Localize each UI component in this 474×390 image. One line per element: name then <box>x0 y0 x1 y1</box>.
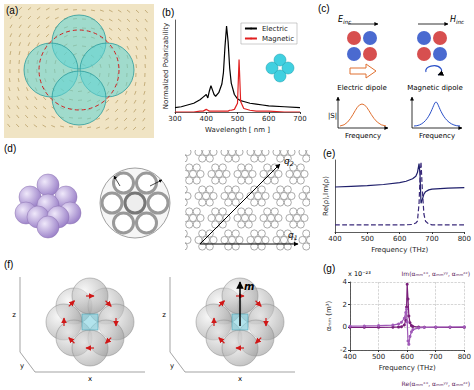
svg-text:x 10⁻²³: x 10⁻²³ <box>348 270 371 278</box>
svg-text:z: z <box>162 311 166 319</box>
svg-text:Electric dipole: Electric dipole <box>337 84 387 92</box>
svg-text:z: z <box>12 311 16 319</box>
svg-text:600: 600 <box>393 235 406 243</box>
svg-text:Re(ρ),Im(ρ): Re(ρ),Im(ρ) <box>322 176 330 216</box>
svg-text:Im(αₘₘˣˣ, αₘₘʸʸ, αₘₘᶻᶻ): Im(αₘₘˣˣ, αₘₘʸʸ, αₘₘᶻᶻ) <box>402 270 470 277</box>
svg-text:(f): (f) <box>4 259 13 270</box>
svg-text:Frequency (THz): Frequency (THz) <box>371 246 428 254</box>
svg-text:|S|: |S| <box>328 112 337 120</box>
svg-text:500: 500 <box>231 115 244 123</box>
svg-text:700: 700 <box>293 115 306 123</box>
svg-text:q2: q2 <box>284 156 294 167</box>
svg-text:2: 2 <box>343 301 347 309</box>
svg-text:600: 600 <box>262 115 275 123</box>
svg-text:Magnetic: Magnetic <box>262 35 294 43</box>
svg-text:4: 4 <box>343 278 348 286</box>
svg-text:(g): (g) <box>323 263 335 274</box>
svg-text:Hinc: Hinc <box>450 15 464 25</box>
svg-text:400: 400 <box>343 353 356 361</box>
svg-text:0: 0 <box>343 323 347 331</box>
svg-text:Frequency (THz): Frequency (THz) <box>379 364 436 372</box>
svg-text:(a): (a) <box>6 5 18 16</box>
svg-text:Electric: Electric <box>262 25 288 33</box>
svg-text:(e): (e) <box>323 148 335 159</box>
svg-text:500: 500 <box>361 235 374 243</box>
svg-text:x: x <box>88 375 92 383</box>
svg-text:700: 700 <box>429 353 442 361</box>
svg-text:y: y <box>170 362 174 370</box>
svg-text:Frequency: Frequency <box>345 132 381 140</box>
svg-text:(c): (c) <box>318 3 330 14</box>
svg-text:Normalized Polarizability: Normalized Polarizability <box>162 23 170 109</box>
svg-text:Frequency: Frequency <box>419 132 455 140</box>
svg-text:x: x <box>238 375 242 383</box>
svg-text:q1: q1 <box>288 230 298 241</box>
svg-text:600: 600 <box>400 353 413 361</box>
svg-text:Wavelength [ nm ]: Wavelength [ nm ] <box>205 126 270 134</box>
svg-text:400: 400 <box>328 235 341 243</box>
svg-text:300: 300 <box>168 115 181 123</box>
svg-text:800: 800 <box>458 353 471 361</box>
svg-text:Re(αₘₘˣˣ, αₘₘʸʸ, αₘₘᶻᶻ): Re(αₘₘˣˣ, αₘₘʸʸ, αₘₘᶻᶻ) <box>402 380 470 387</box>
svg-text:m: m <box>244 281 254 292</box>
svg-text:700: 700 <box>425 235 438 243</box>
svg-text:Einc: Einc <box>338 15 351 25</box>
svg-text:-2: -2 <box>340 346 347 354</box>
svg-text:αₘₘ (m³): αₘₘ (m³) <box>325 300 333 331</box>
svg-text:800: 800 <box>458 235 471 243</box>
svg-text:400: 400 <box>200 115 213 123</box>
svg-text:Magnetic dipole: Magnetic dipole <box>407 84 463 92</box>
svg-text:y: y <box>20 362 24 370</box>
svg-text:500: 500 <box>372 353 385 361</box>
svg-text:(d): (d) <box>4 143 16 154</box>
svg-text:(b): (b) <box>162 7 174 18</box>
